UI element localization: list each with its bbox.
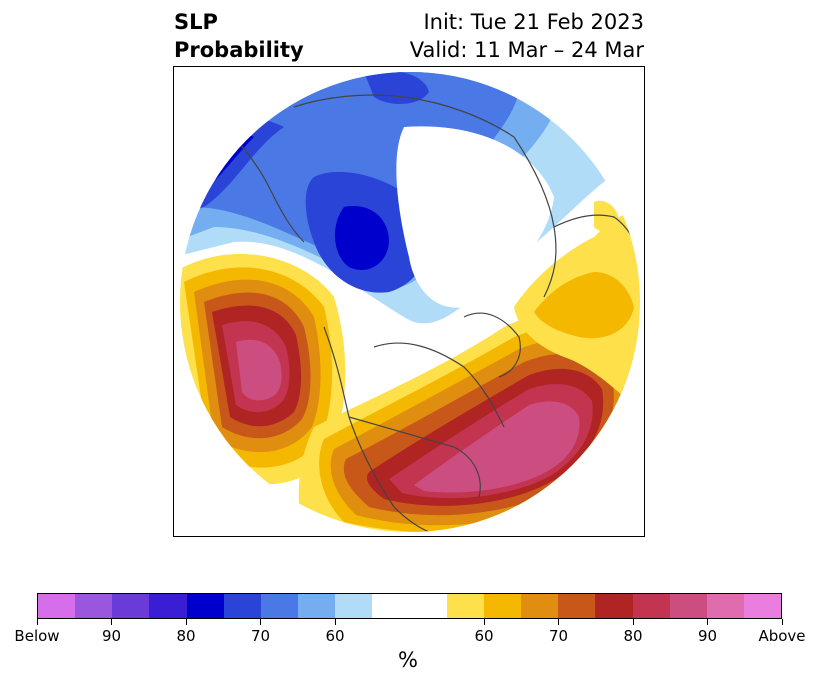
colorbar-segment (706, 594, 744, 618)
colorbar-tick-label: 70 (548, 627, 569, 645)
title-left: SLP Probability (174, 8, 304, 64)
colorbar-tick-label: Above (758, 627, 806, 645)
colorbar-tick-label: 60 (325, 627, 345, 645)
na-west-coast (323, 326, 455, 532)
probability-field (180, 72, 640, 532)
colorbar-segment (409, 594, 447, 618)
colorbar-segment (669, 594, 707, 618)
colorbar-tick-label: 80 (176, 627, 196, 645)
greenland (463, 312, 521, 378)
land-outlines (223, 94, 640, 532)
colorbar-segment (298, 594, 336, 618)
colorbar-segment (38, 594, 76, 618)
colorbar-tick (781, 619, 783, 625)
init-date: Init: Tue 21 Feb 2023 (423, 10, 644, 34)
colorbar-tick (111, 619, 112, 625)
colorbar-segment (223, 594, 261, 618)
colorbar-tick (334, 619, 336, 625)
colorbar-tick (632, 619, 634, 625)
title-type: Probability (174, 38, 304, 62)
colorbar-tick (260, 619, 261, 625)
colorbar-segment (372, 594, 410, 618)
colorbar-segment (112, 594, 150, 618)
above-65-europe (534, 272, 634, 339)
colorbar-tick-label: 90 (697, 627, 718, 645)
colorbar-tick (707, 619, 708, 625)
colorbar-tick (483, 619, 485, 625)
colorbar (37, 593, 782, 619)
colorbar-segment (632, 594, 670, 618)
title-right: Init: Tue 21 Feb 2023 Valid: 11 Mar – 24… (410, 8, 644, 64)
colorbar-unit: % (398, 648, 418, 672)
colorbar-segment (335, 594, 373, 618)
colorbar-segment (743, 594, 782, 618)
colorbar-tick (558, 619, 559, 625)
colorbar-tick-label: 70 (250, 627, 271, 645)
colorbar-segment (521, 594, 559, 618)
colorbar-segment (75, 594, 113, 618)
colorbar-tick-label: 60 (474, 627, 494, 645)
siberia-coast (293, 94, 515, 138)
title-variable: SLP (174, 10, 218, 34)
above-90-pacific (236, 339, 282, 401)
colorbar-segment (446, 594, 484, 618)
colorbar-segment (558, 594, 596, 618)
valid-range: Valid: 11 Mar – 24 Mar (409, 38, 644, 62)
above-90-atlantic (414, 401, 580, 493)
na-border (348, 416, 481, 498)
neutral-arctic (396, 126, 554, 308)
hudson-bay (373, 342, 505, 428)
colorbar-segment (260, 594, 299, 618)
colorbar-tick (185, 619, 187, 625)
colorbar-segment (186, 594, 224, 618)
colorbar-segment (483, 594, 522, 618)
map-frame (173, 66, 645, 537)
map-svg (180, 72, 640, 532)
colorbar-segment (149, 594, 187, 618)
colorbar-tick-label: Below (14, 627, 60, 645)
colorbar-segment (595, 594, 633, 618)
colorbar-tick (36, 619, 38, 625)
colorbar-tick-label: 80 (623, 627, 643, 645)
colorbar-tick-label: 90 (101, 627, 122, 645)
below-80-arctic (334, 206, 389, 270)
